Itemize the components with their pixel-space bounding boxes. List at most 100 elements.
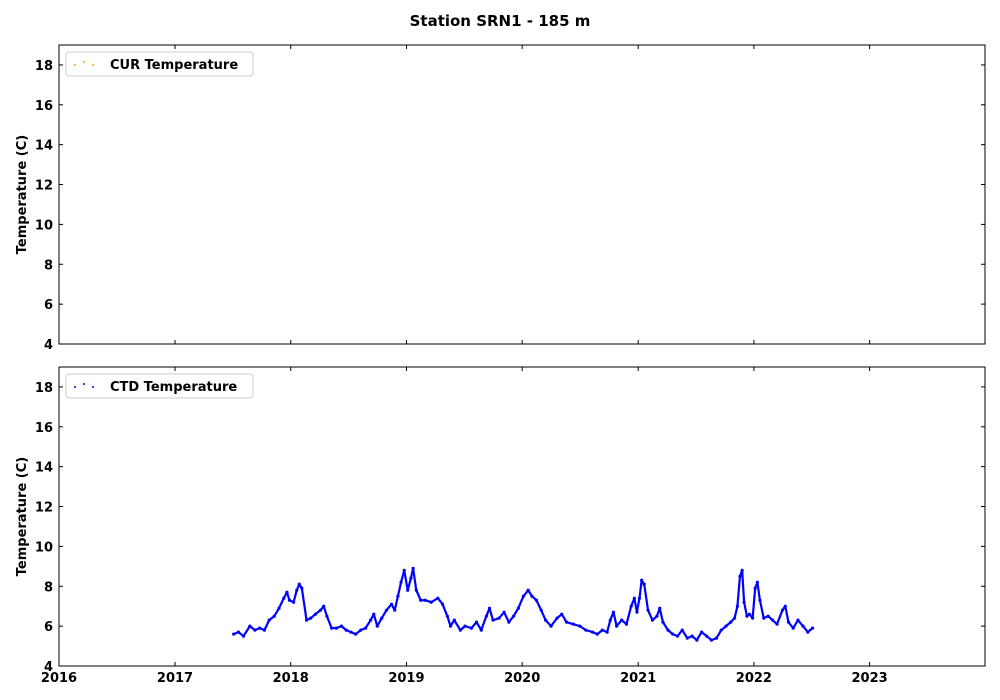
- x-tick-label: 2020: [504, 671, 540, 686]
- panel-1: 4 6 8 10 12 14 16 18 Temperature (C) CUR Temperat…: [15, 44, 986, 353]
- data-segment: [335, 625, 342, 630]
- legend: CTD Temperature: [65, 373, 254, 399]
- data-segment: [736, 576, 742, 607]
- data-segment: [615, 619, 623, 627]
- data-segment: [797, 619, 804, 627]
- data-segment: [364, 619, 372, 629]
- y-tick-label: 10: [35, 540, 53, 555]
- data-segment: [763, 615, 769, 620]
- data-segment: [758, 599, 765, 619]
- data-segment: [464, 625, 472, 630]
- data-segment: [711, 637, 717, 642]
- data-segment: [249, 625, 256, 631]
- data-segment: [503, 611, 510, 623]
- data-segment: [807, 627, 814, 633]
- y-tick-label: 16: [35, 421, 53, 436]
- y-tick-label: 4: [44, 338, 53, 353]
- data-segment: [314, 609, 322, 616]
- data-segment: [606, 619, 612, 633]
- data-segment: [787, 621, 795, 629]
- data-segment: [658, 607, 664, 623]
- data-segment: [540, 609, 547, 621]
- data-segment: [700, 631, 708, 637]
- panel-2: 4 6 8 10 12 14 16 18 2016 2017 2018 2019 2020 2021 202…: [15, 366, 986, 686]
- data-segment: [480, 615, 488, 631]
- data-segment: [643, 584, 650, 611]
- data-segment: [273, 607, 280, 617]
- data-segment: [746, 613, 751, 618]
- data-segment: [672, 633, 678, 638]
- data-segment: [412, 568, 418, 591]
- data-segment: [733, 605, 739, 619]
- data-segment: [498, 611, 505, 619]
- legend-marker: [83, 383, 85, 385]
- data-segment: [579, 625, 587, 632]
- data-segment: [661, 621, 669, 631]
- data-segment: [725, 621, 732, 627]
- data-segment: [345, 629, 352, 634]
- data-segment: [380, 609, 388, 619]
- data-segment: [488, 607, 495, 621]
- legend: CUR Temperature: [65, 51, 254, 77]
- x-tick-label: 2022: [736, 671, 772, 686]
- chart-title: Station SRN1 - 185 m: [410, 12, 591, 30]
- data-segment: [263, 619, 271, 631]
- data-segment: [233, 631, 239, 636]
- data-segment: [741, 570, 746, 603]
- data-segment: [720, 625, 727, 631]
- data-segment: [403, 570, 409, 591]
- data-segment: [566, 621, 574, 626]
- data-segment: [242, 625, 251, 637]
- data-segment: [640, 579, 646, 585]
- y-tick-label: 16: [35, 99, 53, 114]
- data-segment: [751, 588, 757, 619]
- legend-marker: [92, 64, 94, 66]
- data-segment: [647, 609, 654, 621]
- data-segment: [475, 621, 483, 631]
- x-tick-label: 2021: [620, 671, 656, 686]
- data-segment: [792, 619, 799, 629]
- legend-marker: [74, 386, 76, 388]
- data-segment: [729, 617, 736, 623]
- legend-box: [65, 51, 254, 77]
- data-segment: [322, 605, 328, 617]
- data-segment: [560, 613, 568, 623]
- data-segment: [453, 619, 462, 631]
- data-segment: [507, 615, 515, 623]
- data-segment: [531, 595, 538, 602]
- data-segment: [372, 613, 379, 627]
- data-segment: [278, 597, 285, 609]
- data-segment: [705, 635, 713, 641]
- data-segment: [355, 629, 362, 635]
- data-segment: [638, 580, 643, 599]
- data-segment: [396, 582, 403, 597]
- data-segment: [522, 589, 530, 597]
- data-segment: [259, 627, 265, 632]
- y-axis-label: Temperature (C): [15, 457, 30, 576]
- y-tick-label: 10: [35, 218, 53, 233]
- data-segment: [535, 599, 543, 611]
- data-segment: [310, 613, 317, 620]
- data-segment: [350, 631, 357, 636]
- data-segment: [393, 595, 399, 611]
- y-tick-label: 8: [44, 580, 53, 595]
- legend-marker: [83, 61, 85, 63]
- y-axis-label: Temperature (C): [15, 135, 30, 254]
- data-segment: [585, 629, 593, 634]
- data-segment: [550, 617, 558, 627]
- data-segment: [756, 582, 762, 601]
- data-segment: [517, 595, 525, 609]
- data-segment: [415, 589, 422, 601]
- x-tick-label: 2023: [852, 671, 888, 686]
- data-segment: [544, 619, 552, 627]
- data-segment: [625, 605, 633, 625]
- data-segment: [596, 629, 604, 635]
- data-segment: [436, 597, 444, 605]
- data-segment: [635, 598, 641, 613]
- data-segment: [298, 583, 303, 589]
- data-segment: [592, 631, 598, 636]
- data-segment: [285, 591, 291, 601]
- data-segment: [441, 603, 449, 617]
- data-segment: [527, 589, 533, 597]
